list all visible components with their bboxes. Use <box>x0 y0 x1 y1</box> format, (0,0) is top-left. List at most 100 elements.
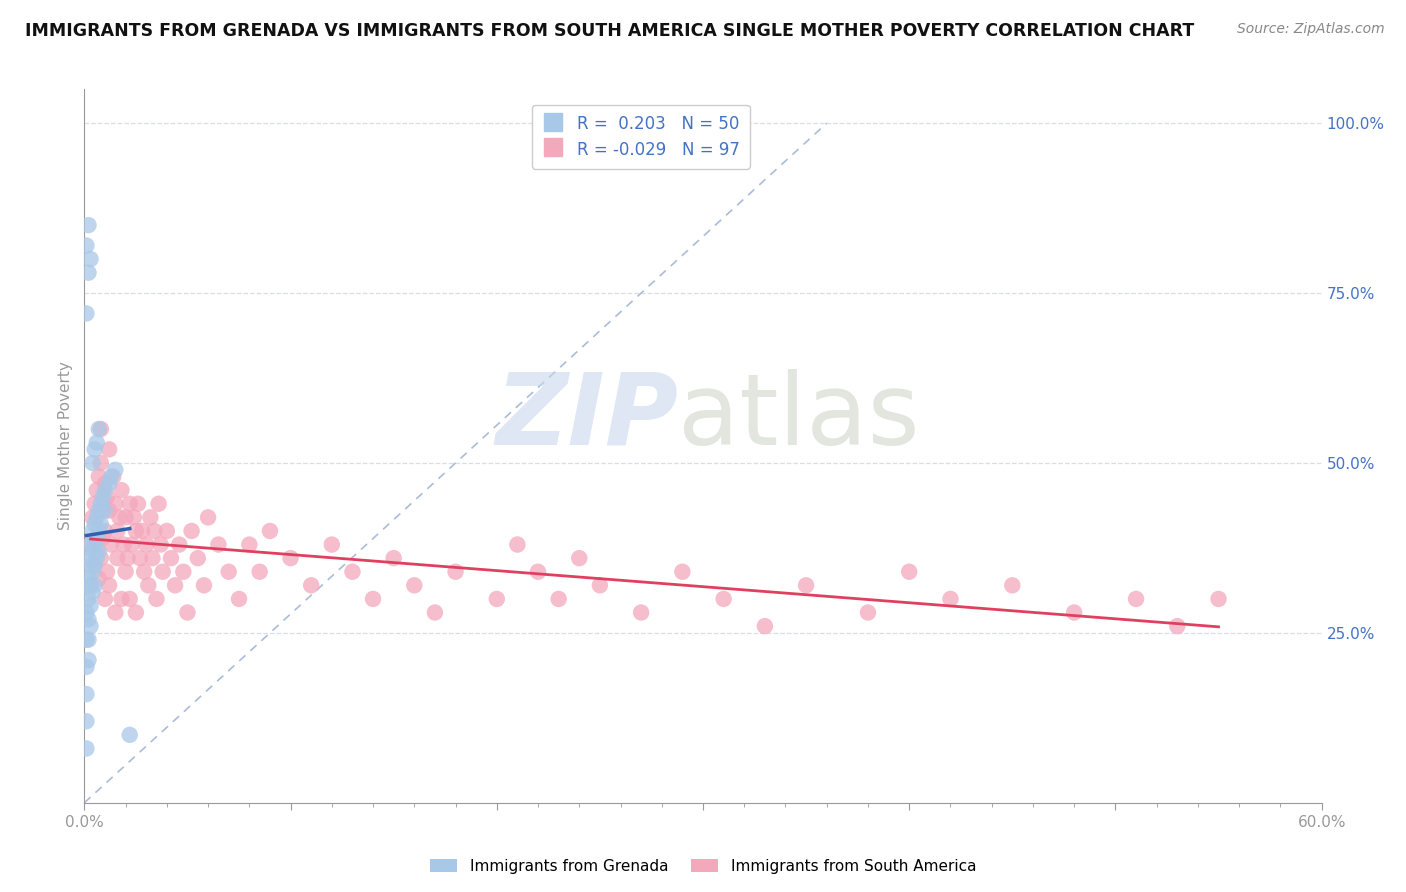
Point <box>83 517 105 532</box>
Point <box>87 503 110 517</box>
Point <box>117 551 139 566</box>
Point <box>423 606 446 620</box>
Legend: Immigrants from Grenada, Immigrants from South America: Immigrants from Grenada, Immigrants from… <box>423 853 983 880</box>
Point <box>104 497 127 511</box>
Point <box>77 653 100 667</box>
Point <box>506 537 529 551</box>
Point <box>152 565 174 579</box>
Point <box>118 728 141 742</box>
Point <box>110 483 132 498</box>
Point <box>87 544 110 558</box>
Point <box>299 578 322 592</box>
Point <box>148 497 170 511</box>
Point <box>75 306 97 320</box>
Point <box>114 565 136 579</box>
Point <box>139 510 162 524</box>
Point <box>794 578 817 592</box>
Point <box>86 551 108 566</box>
Point <box>87 469 110 483</box>
Point <box>79 619 101 633</box>
Point <box>135 537 157 551</box>
Point <box>228 591 250 606</box>
Point <box>87 524 110 538</box>
Point <box>127 497 149 511</box>
Point <box>856 606 879 620</box>
Point <box>172 565 194 579</box>
Point <box>361 591 384 606</box>
Point <box>98 476 121 491</box>
Point <box>104 606 127 620</box>
Point <box>108 510 131 524</box>
Point <box>79 599 101 613</box>
Point <box>156 524 179 538</box>
Point <box>96 565 118 579</box>
Point <box>77 591 100 606</box>
Point <box>86 510 108 524</box>
Point <box>90 422 112 436</box>
Point <box>197 510 219 524</box>
Point <box>79 578 101 592</box>
Point <box>160 551 183 566</box>
Point <box>122 510 145 524</box>
Point <box>83 578 105 592</box>
Point <box>94 524 117 538</box>
Point <box>898 565 921 579</box>
Point <box>485 591 508 606</box>
Point <box>568 551 591 566</box>
Point <box>91 503 114 517</box>
Point <box>218 565 240 579</box>
Point <box>94 503 117 517</box>
Point <box>1063 606 1085 620</box>
Point <box>86 483 108 498</box>
Point <box>112 537 135 551</box>
Point <box>87 572 110 586</box>
Point <box>83 558 105 572</box>
Point <box>280 551 302 566</box>
Point <box>91 531 114 545</box>
Point <box>77 551 100 566</box>
Point <box>94 591 117 606</box>
Point <box>145 591 167 606</box>
Point <box>118 497 141 511</box>
Point <box>207 537 229 551</box>
Point <box>131 524 153 538</box>
Point <box>98 442 121 457</box>
Point <box>382 551 405 566</box>
Point <box>75 660 97 674</box>
Point <box>100 537 122 551</box>
Point <box>90 497 112 511</box>
Point <box>527 565 550 579</box>
Point <box>82 585 104 599</box>
Point <box>121 537 143 551</box>
Point <box>1001 578 1024 592</box>
Point <box>82 524 104 538</box>
Point <box>939 591 962 606</box>
Point <box>98 578 121 592</box>
Text: Source: ZipAtlas.com: Source: ZipAtlas.com <box>1237 22 1385 37</box>
Point <box>90 551 112 566</box>
Point <box>404 578 426 592</box>
Point <box>79 558 101 572</box>
Point <box>82 565 104 579</box>
Point <box>630 606 652 620</box>
Point <box>129 551 152 566</box>
Point <box>118 591 141 606</box>
Point <box>1125 591 1147 606</box>
Point <box>149 537 172 551</box>
Point <box>125 524 148 538</box>
Point <box>77 612 100 626</box>
Point <box>259 524 281 538</box>
Point <box>141 551 163 566</box>
Point <box>94 476 117 491</box>
Point <box>77 572 100 586</box>
Point <box>103 469 125 483</box>
Point <box>75 578 97 592</box>
Text: atlas: atlas <box>678 369 920 466</box>
Point <box>90 456 112 470</box>
Point <box>75 238 97 252</box>
Point <box>180 524 202 538</box>
Point <box>94 483 117 498</box>
Point <box>187 551 209 566</box>
Point <box>79 252 101 266</box>
Point <box>136 578 159 592</box>
